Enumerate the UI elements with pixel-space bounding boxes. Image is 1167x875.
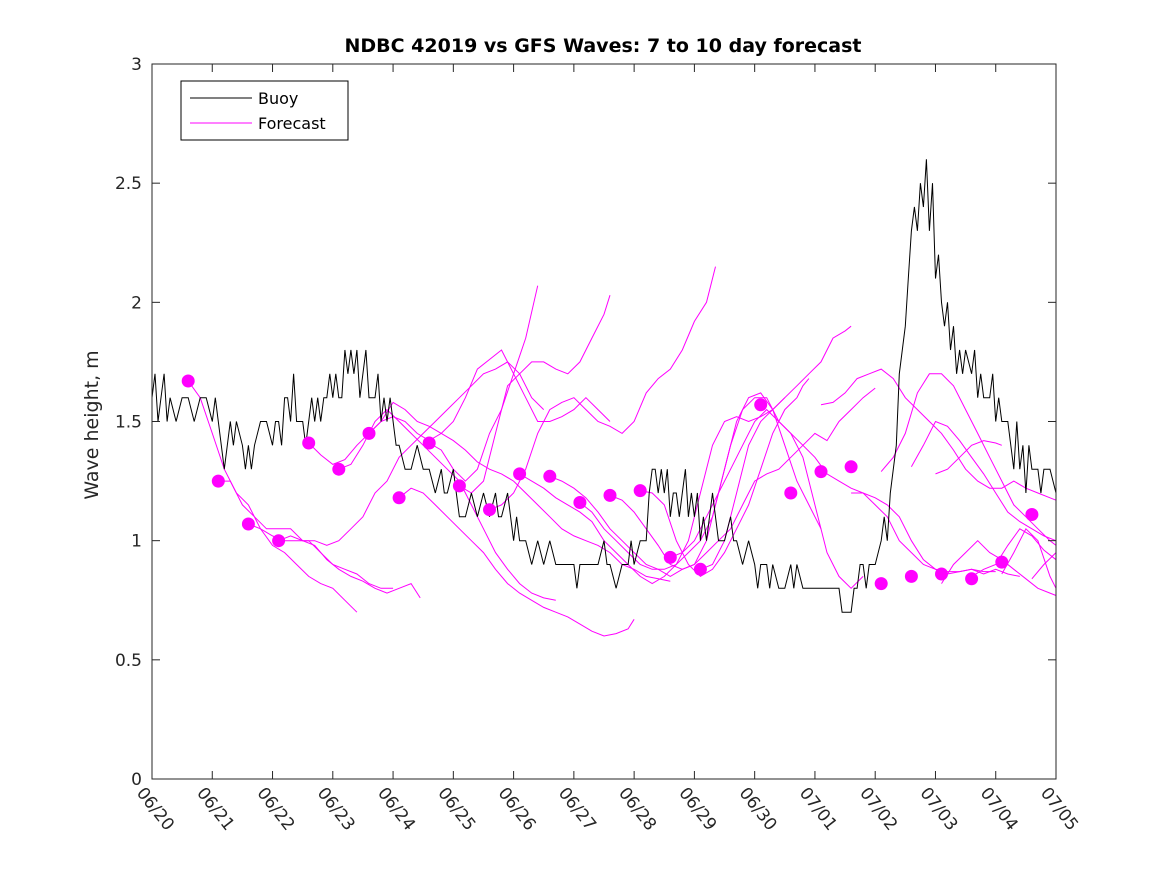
y-tick-label: 1 — [131, 532, 142, 552]
legend-box — [180, 80, 349, 141]
x-tick-label: 06/28 — [614, 784, 660, 835]
y-axis-label: Wave height, m — [81, 350, 103, 499]
forecast-line — [820, 368, 1057, 501]
y-tick-label: 2 — [131, 293, 142, 313]
forecast-start-marker — [392, 491, 406, 505]
chart-title: NDBC 42019 vs GFS Waves: 7 to 10 day for… — [344, 35, 861, 57]
y-tick-label: 0 — [131, 770, 142, 790]
x-tick-label: 06/24 — [373, 784, 419, 835]
x-tick-label: 06/25 — [433, 784, 479, 835]
forecast-start-marker — [633, 484, 647, 498]
legend-label-forecast: Forecast — [258, 114, 326, 133]
forecast-line — [489, 266, 716, 511]
legend: Buoy Forecast — [180, 80, 349, 141]
forecast-line — [308, 349, 611, 465]
forecast-line — [338, 408, 556, 601]
x-tick-label: 06/29 — [674, 784, 720, 835]
forecast-start-marker — [452, 479, 466, 493]
forecast-line — [248, 523, 394, 589]
forecast-start-marker — [754, 398, 768, 412]
y-tick-label: 3 — [131, 55, 142, 75]
forecast-start-marker — [1025, 508, 1039, 521]
forecast-line — [278, 361, 545, 546]
forecast-start-marker — [935, 567, 948, 581]
y-axis-ticks: 0 0.5 1 1.5 2 2.5 3 — [115, 55, 1056, 790]
forecast-line — [398, 487, 635, 637]
forecast-start-marker — [211, 474, 225, 488]
forecast-line — [640, 378, 810, 578]
forecast-line — [187, 380, 358, 613]
forecast-line — [609, 387, 876, 570]
forecast-line — [910, 420, 1057, 542]
forecast-start-marker — [904, 569, 918, 583]
forecast-line — [519, 397, 786, 585]
forecast-line — [428, 285, 539, 482]
forecast-start-marker — [663, 550, 677, 564]
forecast-line — [1031, 552, 1057, 580]
x-tick-label: 07/01 — [795, 784, 841, 835]
x-tick-label: 06/23 — [313, 784, 359, 835]
forecast-start-marker — [573, 496, 587, 509]
forecast-start-marker — [422, 436, 436, 450]
forecast-start-marker — [513, 467, 527, 481]
forecast-start-marker — [302, 436, 316, 450]
forecast-start-marker — [693, 562, 707, 576]
x-tick-label: 07/04 — [976, 784, 1022, 835]
x-tick-label: 06/30 — [735, 784, 781, 835]
x-tick-label: 07/05 — [1036, 784, 1082, 835]
x-tick-label: 06/27 — [554, 784, 600, 835]
forecast-start-marker — [814, 465, 828, 479]
forecast-line — [1001, 527, 1057, 589]
forecast-start-marker — [483, 503, 496, 517]
forecast-line — [459, 295, 611, 494]
x-tick-label: 06/21 — [192, 784, 238, 835]
forecast-line — [971, 528, 1057, 577]
forecast-start-marker — [603, 488, 617, 502]
legend-label-buoy: Buoy — [258, 89, 298, 108]
forecast-start-marker — [965, 572, 979, 586]
forecast-start-marker — [995, 555, 1009, 569]
forecast-start-marker — [362, 426, 376, 440]
forecast-markers-group — [181, 374, 1039, 591]
x-tick-label: 07/03 — [916, 784, 962, 835]
forecast-start-marker — [784, 486, 798, 500]
forecast-start-marker — [543, 469, 557, 483]
y-tick-label: 1.5 — [115, 413, 142, 433]
forecast-line — [880, 373, 1057, 546]
y-tick-label: 2.5 — [115, 174, 142, 194]
plot-background — [152, 64, 1056, 779]
forecast-line — [935, 440, 1002, 475]
x-tick-label: 06/20 — [132, 784, 178, 835]
forecast-start-marker — [241, 517, 255, 531]
x-tick-label: 07/02 — [855, 784, 901, 835]
forecast-start-marker — [272, 534, 286, 548]
y-tick-label: 0.5 — [115, 651, 142, 671]
forecast-start-marker — [844, 460, 858, 474]
forecast-start-marker — [181, 374, 195, 388]
forecast-start-marker — [332, 462, 346, 476]
forecast-line — [368, 401, 671, 582]
x-tick-label: 06/22 — [253, 784, 299, 835]
forecast-start-marker — [874, 577, 888, 591]
forecast-line — [851, 492, 996, 573]
plot-area — [152, 64, 1056, 779]
x-tick-label: 06/26 — [494, 784, 540, 835]
